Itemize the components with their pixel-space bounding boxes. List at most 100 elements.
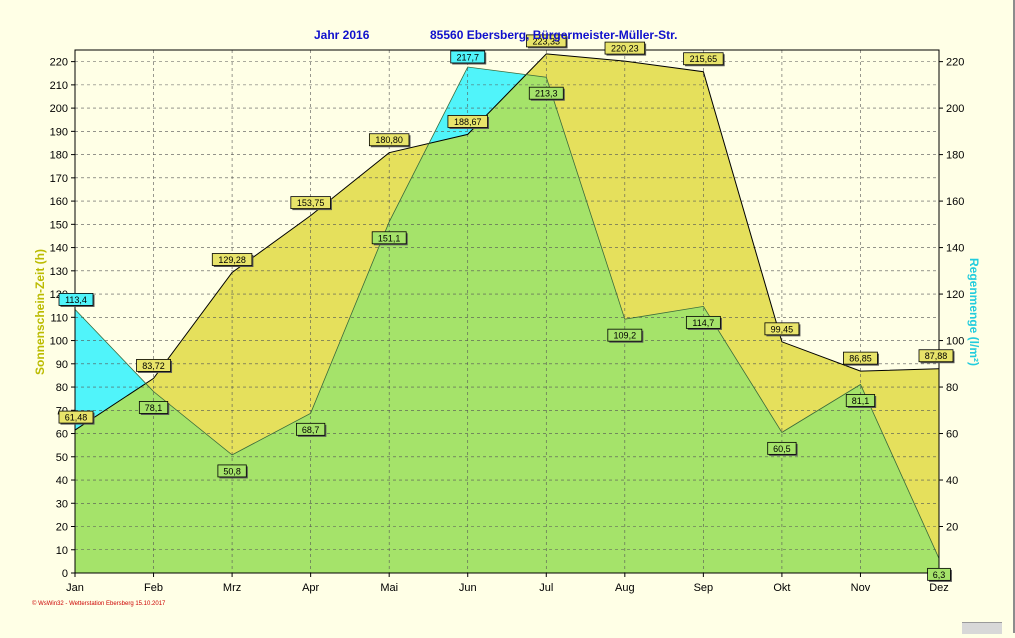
x-tick-label: Mai	[380, 582, 398, 594]
sun-value-label-text: 83,72	[142, 361, 165, 371]
left-tick-label: 40	[56, 475, 68, 487]
sun-value-label-text: 87,88	[925, 351, 948, 361]
rain-value-label: 81,1	[845, 394, 877, 408]
rain-value-label: 113,4	[58, 293, 95, 307]
sun-value-label-box	[604, 41, 646, 55]
sun-value-label-text: 99,45	[771, 324, 794, 334]
sun-value-label-text: 215,65	[690, 54, 718, 64]
sun-value-label-text: 61,48	[65, 413, 88, 423]
left-tick-label: 100	[50, 336, 68, 348]
right-tick-label: 120	[946, 289, 964, 301]
left-tick-label: 0	[62, 568, 68, 580]
rain-value-label: 78,1	[138, 401, 170, 415]
rain-value-label: 60,5	[767, 441, 798, 456]
rain-value-label-text: 68,7	[302, 425, 320, 435]
sun-value-label: 61,48	[58, 410, 95, 425]
left-tick-label: 210	[50, 80, 68, 92]
sun-value-label-box	[136, 358, 171, 372]
left-tick-label: 140	[50, 243, 68, 255]
sun-value-label-text: 129,28	[218, 255, 246, 265]
rain-value-label: 114,7	[685, 315, 722, 330]
x-tick-label: Sep	[694, 582, 714, 594]
x-tick-label: Jan	[66, 582, 84, 594]
chart-title-right: 85560 Ebersberg, Bürgermeister-Müller-St…	[430, 28, 677, 42]
left-tick-label: 20	[56, 522, 68, 534]
rain-line	[74, 66, 940, 559]
rain-value-label: 68,7	[296, 422, 327, 437]
x-tick-label: Apr	[302, 582, 319, 594]
x-tick-label: Okt	[773, 582, 790, 594]
rain-value-label-text: 114,7	[692, 318, 714, 328]
sun-value-label-text: 180,80	[375, 135, 403, 145]
data-labels: 61,48 83,72 129,28 153,75 180,80 188,67 223,33…	[58, 34, 955, 582]
x-tick-label: Jul	[539, 582, 553, 594]
rain-value-label-text: 151,1	[378, 233, 401, 243]
rain-value-label-text: 6,3	[933, 570, 946, 580]
right-tick-label: 40	[946, 475, 958, 487]
rain-value-label-text: 60,5	[773, 444, 791, 454]
rain-value-label: 151,1	[371, 231, 408, 246]
rain-value-label: 6,3	[927, 567, 952, 582]
right-tick-label: 100	[946, 336, 964, 348]
rain-value-label-box	[58, 293, 94, 306]
rain-value-label-text: 113,4	[65, 295, 87, 305]
sun-value-label-text: 223,33	[533, 36, 561, 46]
x-axis: Jan Feb Mrz Apr Mai Jun Jul Aug Sep Okt Nov Dez	[66, 573, 949, 594]
scrollbar[interactable]	[962, 622, 1002, 634]
sun-value-label: 86,85	[843, 351, 879, 366]
left-tick-label: 200	[50, 103, 68, 115]
sun-value-label: 188,67	[447, 115, 490, 129]
sun-value-label: 223,33	[526, 34, 568, 49]
x-tick-label: Feb	[144, 582, 163, 594]
left-tick-label: 170	[50, 173, 68, 185]
right-tick-label: 160	[946, 196, 964, 208]
x-tick-label: Aug	[615, 582, 635, 594]
right-tick-label: 220	[946, 57, 964, 69]
left-tick-label: 190	[50, 126, 68, 138]
sun-value-label-box	[368, 133, 410, 147]
sun-value-label-box	[58, 410, 94, 424]
rain-value-label-box	[296, 422, 326, 436]
sun-value-label-box	[290, 196, 331, 210]
right-tick-label: 140	[946, 243, 964, 255]
sun-value-label-text: 220,23	[611, 44, 639, 54]
rain-value-label: 213,3	[528, 86, 565, 101]
sun-value-label-text: 86,85	[849, 354, 872, 364]
left-tick-label: 30	[56, 498, 68, 510]
x-tick-label: Dez	[929, 582, 949, 594]
sun-value-label: 99,45	[764, 322, 801, 337]
sun-value-label-box	[211, 253, 253, 266]
rain-value-label: 109,2	[607, 328, 644, 343]
rain-value-label-box	[607, 328, 643, 342]
grid-lines	[75, 50, 939, 573]
rain-value-label-text: 213,3	[535, 89, 558, 99]
rain-value-label-box	[138, 401, 169, 414]
sun-value-label: 129,28	[211, 253, 254, 267]
overlap-area	[75, 67, 939, 573]
sun-value-label-box	[843, 351, 878, 365]
rain-value-label-box	[927, 567, 951, 581]
sun-value-label-box	[683, 52, 724, 66]
sun-value-label-box	[526, 34, 567, 48]
right-tick-label: 60	[946, 429, 958, 441]
sun-value-label: 180,80	[368, 133, 411, 148]
rain-value-label-text: 109,2	[614, 331, 637, 341]
left-tick-label: 160	[50, 196, 68, 208]
left-tick-label: 90	[56, 359, 68, 371]
rain-value-label-text: 217,7	[456, 52, 479, 62]
x-tick-label: Mrz	[223, 582, 241, 594]
rain-value-label-box	[371, 231, 407, 245]
rain-value-label-text: 81,1	[852, 396, 870, 406]
x-tick-label: Jun	[459, 582, 477, 594]
sun-value-label: 83,72	[136, 358, 173, 373]
footer-credit: © WsWin32 - Wetterstation Ebersberg 15.1…	[32, 600, 166, 607]
rain-value-label-box	[685, 315, 721, 329]
left-tick-label: 110	[50, 312, 68, 324]
left-tick-label: 150	[50, 219, 68, 231]
left-tick-label: 60	[56, 429, 68, 441]
sun-value-label-text: 188,67	[454, 117, 482, 127]
sun-value-label-box	[764, 322, 800, 336]
left-tick-label: 10	[56, 545, 68, 557]
